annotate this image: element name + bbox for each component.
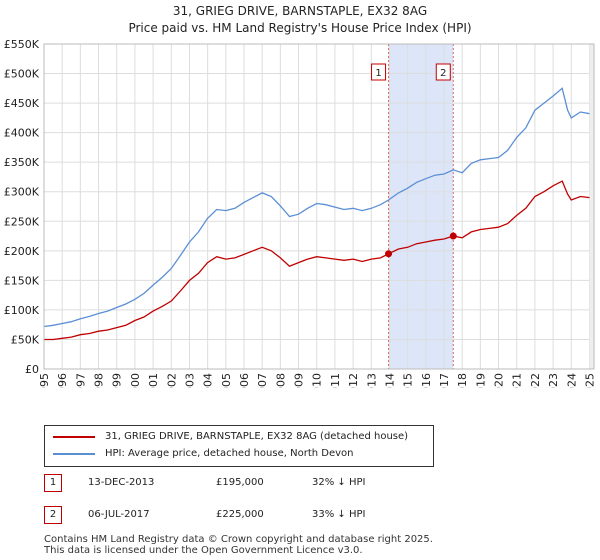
x-tick-label: 2025: [583, 373, 596, 388]
y-tick-label: £450K: [4, 97, 40, 110]
x-tick-label: 1997: [74, 373, 87, 388]
x-tick-label: 2005: [220, 373, 233, 388]
sale-badge-label: 1: [375, 68, 381, 79]
ownership-period-shade: [388, 44, 454, 369]
x-tick-label: 2013: [365, 373, 378, 388]
x-tick-label: 1998: [93, 373, 106, 388]
plot-area: [44, 44, 594, 369]
x-tick-label: 2024: [565, 373, 578, 388]
sale-badge: [435, 63, 451, 81]
y-tick-label: £250K: [4, 215, 40, 228]
y-tick-label: £400K: [4, 127, 40, 140]
legend-swatch-hpi: [53, 453, 95, 455]
y-tick-label: £500K: [4, 68, 40, 81]
transaction-date: 06-JUL-2017: [88, 509, 150, 520]
chart-title: 31, GRIEG DRIVE, BARNSTAPLE, EX32 8AG: [172, 4, 428, 18]
sale-badge-label: 2: [440, 68, 446, 79]
transaction-price: £225,000: [216, 509, 264, 520]
y-tick-label: £50K: [11, 333, 40, 346]
sale-badge: [371, 63, 387, 81]
property-price-line: [44, 180, 590, 341]
x-tick-label: 2012: [347, 373, 360, 388]
footer-licence: This data is licensed under the Open Gov…: [44, 545, 363, 556]
x-tick-label: 2010: [311, 373, 324, 388]
sale-point: [449, 232, 457, 240]
transaction-hpi-diff: 33% ↓ HPI: [312, 509, 366, 520]
x-tick-label: 2009: [293, 373, 306, 388]
price-chart: 1 2 £0 £50K £100K £150K £200K £250K £300K £350K £4…: [4, 38, 597, 388]
y-tick-label: £100K: [4, 304, 40, 317]
x-tick-label: 2000: [129, 373, 142, 388]
legend-swatch-property: [53, 436, 95, 438]
transaction-badge: 1: [44, 474, 62, 492]
hpi-line: [43, 87, 590, 328]
x-tick-label: 2007: [256, 373, 269, 388]
footer-copyright: Contains HM Land Registry data © Crown c…: [44, 534, 433, 545]
x-tick-label: 2011: [329, 373, 342, 388]
y-tick-label: £150K: [4, 274, 40, 287]
x-tick-label: 2021: [511, 373, 524, 388]
x-tick-label: 2002: [165, 373, 178, 388]
y-tick-label: £550K: [4, 38, 40, 51]
x-tick-label: 2006: [238, 373, 251, 388]
x-tick-label: 2001: [147, 373, 160, 388]
x-tick-label: 2023: [547, 373, 560, 388]
x-tick-label: 2016: [420, 373, 433, 388]
future-region: [589, 44, 594, 369]
x-tick-label: 2014: [383, 373, 396, 388]
y-tick-label: £300K: [4, 186, 40, 199]
sale-point: [385, 250, 393, 258]
x-tick-label: 2017: [438, 373, 451, 388]
transaction-hpi-diff: 32% ↓ HPI: [312, 477, 366, 488]
y-tick-label: £350K: [4, 156, 40, 169]
plot-frame: [43, 43, 595, 370]
x-tick-label: 1999: [111, 373, 124, 388]
x-tick-label: 2003: [183, 373, 196, 388]
x-tick-label: 2018: [456, 373, 469, 388]
chart-legend: 31, GRIEG DRIVE, BARNSTAPLE, EX32 8AG (d…: [44, 425, 434, 467]
x-tick-label: 1995: [38, 373, 51, 388]
x-tick-label: 2020: [493, 373, 506, 388]
x-tick-label: 2015: [402, 373, 415, 388]
x-tick-label: 1996: [56, 373, 69, 388]
y-tick-label: £0: [25, 363, 39, 376]
x-tick-label: 2022: [529, 373, 542, 388]
transaction-price: £195,000: [216, 477, 264, 488]
y-tick-label: £200K: [4, 245, 40, 258]
x-tick-label: 2008: [274, 373, 287, 388]
chart-subtitle: Price paid vs. HM Land Registry's House …: [128, 21, 472, 35]
x-tick-label: 2019: [474, 373, 487, 388]
transaction-date: 13-DEC-2013: [88, 477, 155, 488]
x-tick-label: 2004: [202, 373, 215, 388]
transaction-badge: 2: [44, 506, 62, 524]
legend-label-property: 31, GRIEG DRIVE, BARNSTAPLE, EX32 8AG (d…: [105, 431, 409, 442]
legend-label-hpi: HPI: Average price, detached house, Nort…: [105, 448, 354, 459]
